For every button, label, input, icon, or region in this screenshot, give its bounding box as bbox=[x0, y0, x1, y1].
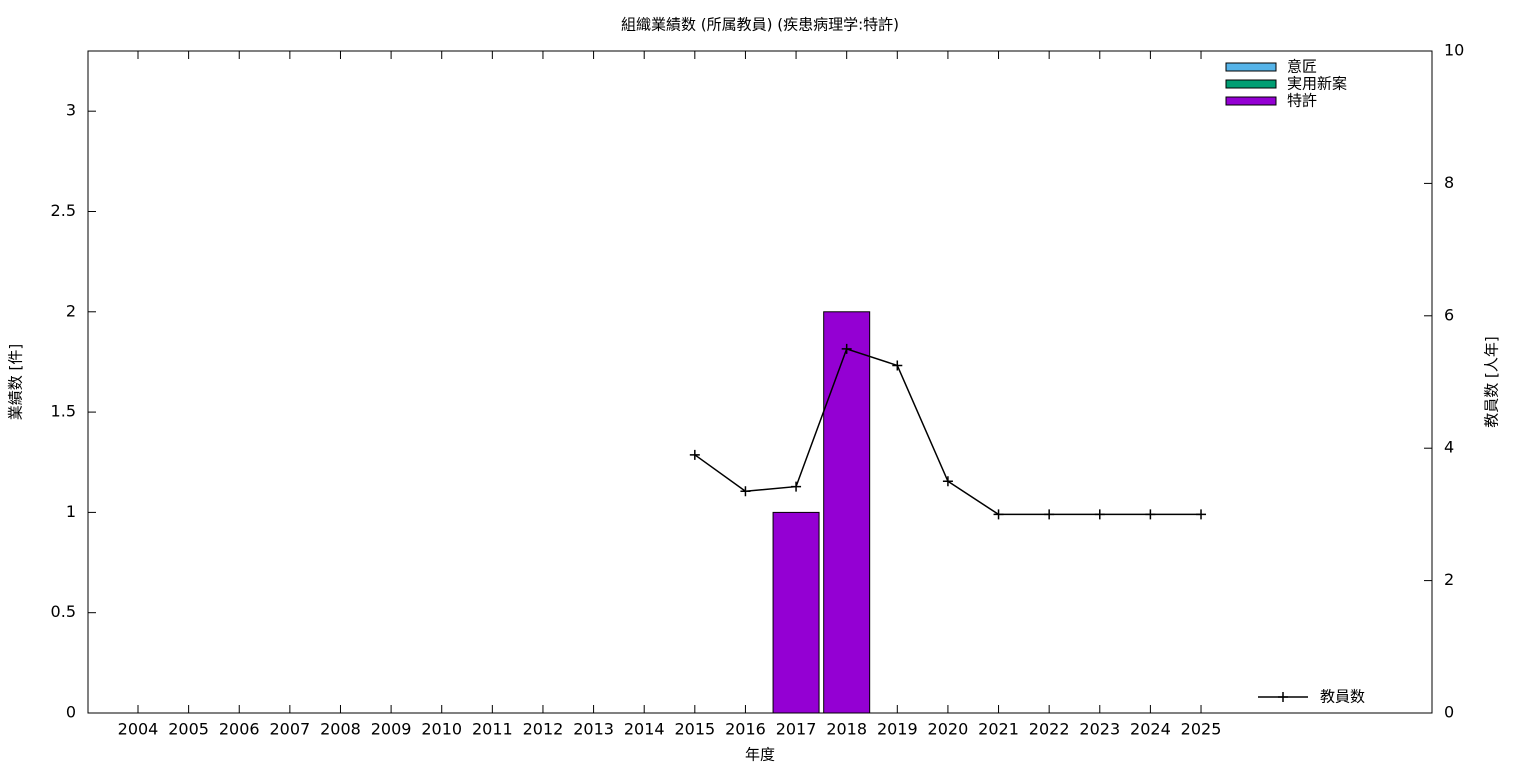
line bbox=[694, 347, 1202, 516]
chart-title: 組織業績数 (所属教員) (疾患病理学:特許) bbox=[621, 16, 899, 34]
x-tick-label: 2016 bbox=[725, 720, 766, 739]
y2-tick-label: 0 bbox=[1444, 703, 1454, 722]
bar bbox=[772, 511, 820, 714]
x-tick-label: 2014 bbox=[624, 720, 665, 739]
y2-tick-label: 2 bbox=[1444, 570, 1454, 589]
legend-label: 実用新案 bbox=[1287, 75, 1347, 93]
point bbox=[841, 343, 852, 354]
x-tick-label: 2012 bbox=[523, 720, 564, 739]
x-tick-label: 2017 bbox=[776, 720, 817, 739]
point bbox=[791, 481, 802, 492]
point bbox=[892, 360, 903, 371]
x-tick-label: 2011 bbox=[472, 720, 513, 739]
x-tick-label: 2015 bbox=[674, 720, 715, 739]
x-tick-label: 2010 bbox=[421, 720, 462, 739]
point bbox=[942, 476, 953, 487]
point bbox=[1094, 509, 1105, 520]
y2-tick-label: 8 bbox=[1444, 173, 1454, 192]
x-tick-label: 2005 bbox=[168, 720, 209, 739]
legend-label: 意匠 bbox=[1287, 58, 1317, 76]
legend-swatch bbox=[1225, 96, 1277, 106]
point bbox=[1196, 509, 1207, 520]
x-tick-label: 2022 bbox=[1029, 720, 1070, 739]
y-tick-label: 1.5 bbox=[51, 402, 76, 421]
y-tick-label: 1 bbox=[66, 502, 76, 521]
y-axis-label: 業績数 [件] bbox=[7, 344, 25, 420]
x-tick-label: 2024 bbox=[1130, 720, 1171, 739]
bar bbox=[823, 311, 871, 714]
legend-swatch bbox=[1225, 62, 1277, 72]
legend-label: 特許 bbox=[1287, 92, 1317, 110]
point bbox=[1044, 509, 1055, 520]
y-tick-label: 2.5 bbox=[51, 201, 76, 220]
legend-label: 教員数 bbox=[1320, 688, 1365, 706]
x-tick-label: 2021 bbox=[978, 720, 1019, 739]
point bbox=[1145, 509, 1156, 520]
x-axis-label: 年度 bbox=[745, 746, 775, 764]
x-tick-label: 2004 bbox=[118, 720, 159, 739]
x-tick-label: 2019 bbox=[877, 720, 918, 739]
y-tick-label: 0.5 bbox=[51, 602, 76, 621]
y2-tick-label: 6 bbox=[1444, 305, 1454, 324]
x-tick-label: 2018 bbox=[826, 720, 867, 739]
x-tick-label: 2009 bbox=[371, 720, 412, 739]
x-tick-label: 2008 bbox=[320, 720, 361, 739]
point bbox=[689, 449, 700, 460]
x-tick-label: 2007 bbox=[270, 720, 311, 739]
y2-tick-label: 10 bbox=[1444, 41, 1464, 60]
x-tick-label: 2006 bbox=[219, 720, 260, 739]
x-tick-label: 2013 bbox=[573, 720, 614, 739]
y-tick-label: 2 bbox=[66, 301, 76, 320]
plot-frame bbox=[87, 50, 1433, 714]
x-tick-label: 2020 bbox=[928, 720, 969, 739]
x-tick-label: 2025 bbox=[1181, 720, 1222, 739]
point bbox=[740, 486, 751, 497]
point bbox=[993, 509, 1004, 520]
y2-axis-label: 教員数 [人年] bbox=[1483, 336, 1501, 427]
y-tick-label: 0 bbox=[66, 703, 76, 722]
y-tick-label: 3 bbox=[66, 101, 76, 120]
y2-tick-label: 4 bbox=[1444, 438, 1454, 457]
legend-swatch bbox=[1225, 79, 1277, 89]
x-tick-label: 2023 bbox=[1079, 720, 1120, 739]
legend-point bbox=[1278, 692, 1288, 702]
